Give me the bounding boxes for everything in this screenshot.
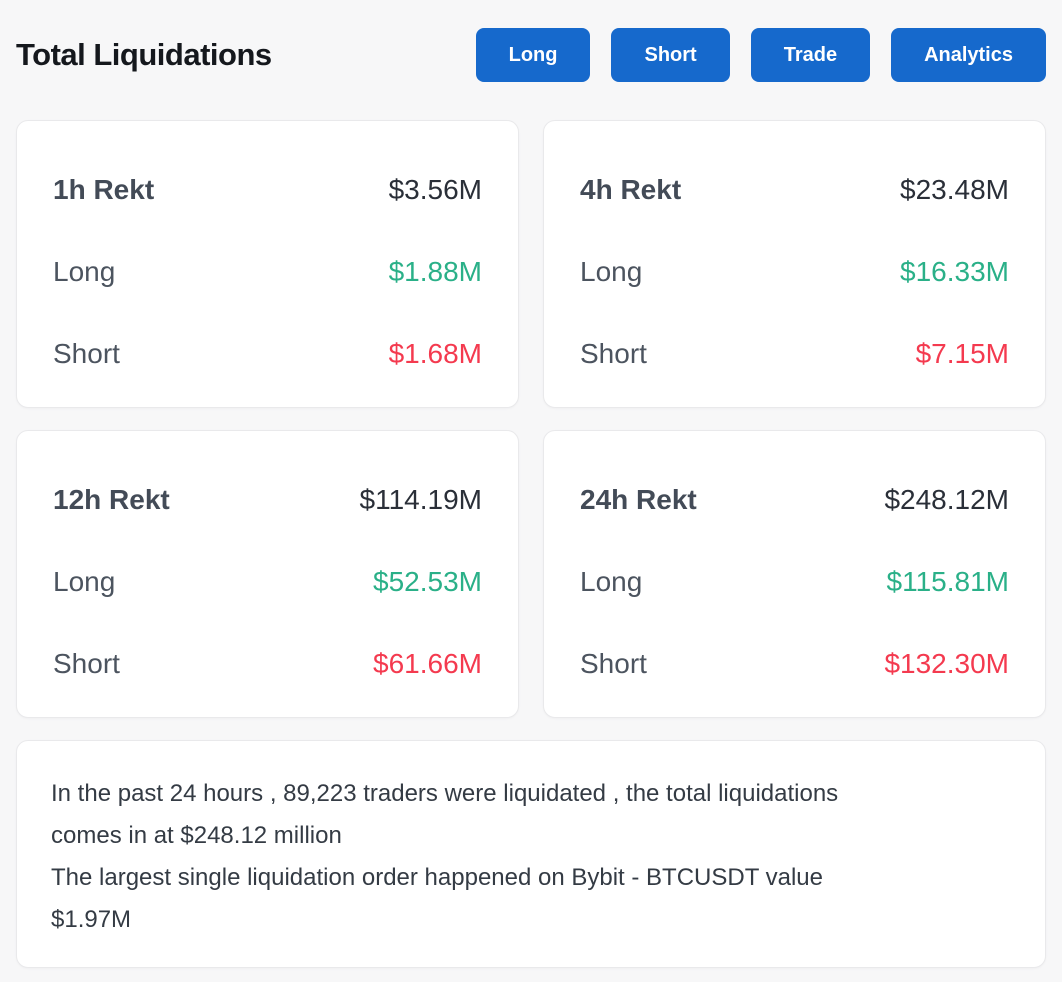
period-label: 1h Rekt — [53, 174, 155, 205]
short-label: Short — [53, 338, 120, 369]
period-label: 4h Rekt — [580, 174, 682, 205]
rekt-card-4h: 4h Rekt $23.48M Long $16.33M Short $7.15… — [543, 120, 1046, 408]
long-row: Long $1.88M — [53, 255, 482, 289]
long-value: $16.33M — [900, 256, 1009, 287]
analytics-button[interactable]: Analytics — [891, 28, 1046, 82]
period-label: 24h Rekt — [580, 484, 697, 515]
period-row: 12h Rekt $114.19M — [53, 483, 482, 517]
summary-line-4: $1.97M — [51, 906, 132, 933]
header: Total Liquidations Long Short Trade Anal… — [16, 28, 1046, 82]
long-row: Long $16.33M — [580, 255, 1009, 289]
long-row: Long $52.53M — [53, 565, 482, 599]
period-label: 12h Rekt — [53, 484, 170, 515]
period-row: 4h Rekt $23.48M — [580, 173, 1009, 207]
trade-button[interactable]: Trade — [750, 28, 871, 82]
summary-card: In the past 24 hours , 89,223 traders we… — [16, 740, 1046, 968]
summary-line-1: In the past 24 hours , 89,223 traders we… — [51, 780, 839, 807]
short-value: $132.30M — [884, 648, 1009, 679]
long-value: $52.53M — [373, 566, 482, 597]
short-label: Short — [580, 648, 647, 679]
long-button[interactable]: Long — [475, 28, 591, 82]
summary-line-3: The largest single liquidation order hap… — [51, 864, 823, 891]
short-row: Short $7.15M — [580, 337, 1009, 371]
short-value: $1.68M — [388, 338, 482, 369]
summary-line-2: comes in at $248.12 million — [51, 822, 342, 849]
total-liquidations-panel: Total Liquidations Long Short Trade Anal… — [0, 28, 1062, 982]
rekt-cards-grid: 1h Rekt $3.56M Long $1.88M Short $1.68M … — [16, 120, 1046, 718]
long-label: Long — [53, 566, 116, 597]
long-value: $115.81M — [886, 566, 1009, 597]
short-row: Short $61.66M — [53, 647, 482, 681]
long-row: Long $115.81M — [580, 565, 1009, 599]
page-title: Total Liquidations — [16, 37, 272, 72]
rekt-card-1h: 1h Rekt $3.56M Long $1.88M Short $1.68M — [16, 120, 519, 408]
period-row: 1h Rekt $3.56M — [53, 173, 482, 207]
total-value: $23.48M — [900, 174, 1009, 205]
total-value: $3.56M — [388, 174, 482, 205]
short-button[interactable]: Short — [611, 28, 730, 82]
short-label: Short — [580, 338, 647, 369]
long-label: Long — [53, 256, 116, 287]
total-value: $114.19M — [359, 484, 482, 515]
short-row: Short $132.30M — [580, 647, 1009, 681]
short-label: Short — [53, 648, 120, 679]
rekt-card-24h: 24h Rekt $248.12M Long $115.81M Short $1… — [543, 430, 1046, 718]
short-value: $7.15M — [915, 338, 1009, 369]
long-value: $1.88M — [388, 256, 482, 287]
filter-button-row: Long Short Trade Analytics — [475, 28, 1046, 82]
long-label: Long — [580, 566, 643, 597]
long-label: Long — [580, 256, 643, 287]
period-row: 24h Rekt $248.12M — [580, 483, 1009, 517]
total-value: $248.12M — [884, 484, 1009, 515]
rekt-card-12h: 12h Rekt $114.19M Long $52.53M Short $61… — [16, 430, 519, 718]
short-value: $61.66M — [373, 648, 482, 679]
short-row: Short $1.68M — [53, 337, 482, 371]
